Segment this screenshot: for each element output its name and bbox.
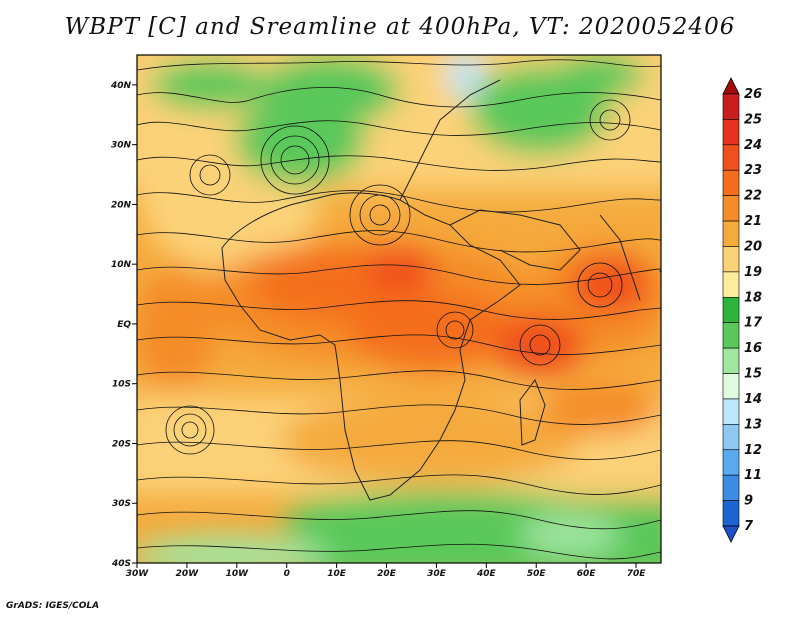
colorbar-label: 18 <box>744 290 762 305</box>
colorbar-bottom-triangle <box>722 525 740 543</box>
wbpt-shading <box>137 55 661 563</box>
lat-label: EQ <box>117 320 131 330</box>
map-title: WBPT [C] and Sreamline at 400hPa, VT: 20… <box>64 14 736 40</box>
lat-label: 10S <box>112 380 131 390</box>
lon-label: 0 <box>284 569 290 579</box>
colorbar-label: 26 <box>744 87 762 102</box>
colorbar-label: 23 <box>744 163 762 178</box>
longitude-labels: 30W 20W 10W 0 10E 20E 30E 40E 50E 60E 70E <box>126 563 646 579</box>
colorbar-label: 17 <box>744 316 763 331</box>
lat-label: 20N <box>111 200 132 210</box>
lon-label: 60E <box>577 569 597 579</box>
colorbar-label: 20 <box>744 239 762 254</box>
colorbar-label: 22 <box>744 189 762 204</box>
colorbar-label: 16 <box>744 341 762 356</box>
lon-label: 10W <box>226 569 250 579</box>
lon-label: 70E <box>627 569 647 579</box>
lat-label: 30N <box>111 141 132 151</box>
colorbar-box <box>722 474 740 501</box>
colorbar-label: 7 <box>744 519 754 534</box>
mediterranean-outline <box>399 79 501 201</box>
colorbar-label: 25 <box>744 112 762 127</box>
arabia-outline <box>449 209 581 271</box>
lon-label: 30W <box>126 569 150 579</box>
lon-label: 20W <box>176 569 200 579</box>
colorbar-label: 13 <box>744 417 762 432</box>
colorbar-label: 21 <box>744 214 762 229</box>
streamlines <box>137 59 661 560</box>
lon-label: 10E <box>327 569 347 579</box>
colorbar-box <box>722 347 740 374</box>
colorbar-label: 24 <box>744 138 762 153</box>
lon-label: 20E <box>377 569 397 579</box>
colorbar-box <box>722 93 740 120</box>
colorbar-box <box>722 322 740 349</box>
colorbar-label: 12 <box>744 443 762 458</box>
colorbar-box <box>722 398 740 425</box>
colorbar-box <box>722 195 740 222</box>
colorbar-label: 15 <box>744 367 762 382</box>
colorbar-box <box>722 246 740 273</box>
madagascar-outline <box>519 378 546 446</box>
colorbar-box <box>722 271 740 298</box>
colorbar-label: 19 <box>744 265 762 280</box>
colorbar-top-triangle <box>722 77 740 95</box>
colorbar-box <box>722 296 740 324</box>
colorbar-box <box>722 373 740 400</box>
plot-frame <box>136 54 662 564</box>
colorbar-box <box>722 119 740 146</box>
colorbar-box <box>722 500 740 527</box>
colorbar-label: 9 <box>744 494 753 509</box>
lat-label: 30S <box>112 499 131 509</box>
lat-label: 10N <box>111 260 132 270</box>
lat-label: 40S <box>111 559 131 569</box>
lon-label: 30E <box>427 569 447 579</box>
colorbar-labels: 26 25 24 23 22 21 20 19 18 17 16 15 14 13 12 11 9 7 <box>744 87 763 534</box>
colorbar <box>722 77 740 543</box>
india-outline <box>599 214 641 301</box>
latitude-labels: 40N 30N 20N 10N EQ 10S 20S 30S 40S <box>110 81 137 569</box>
coastlines <box>221 79 641 501</box>
colorbar-box <box>722 144 740 171</box>
colorbar-box <box>722 449 740 476</box>
lon-label: 40E <box>476 569 497 579</box>
colorbar-box <box>722 169 740 196</box>
colorbar-label: 14 <box>744 392 762 407</box>
colorbar-box <box>722 220 740 247</box>
colorbar-box <box>722 424 740 451</box>
lat-label: 20S <box>112 439 131 449</box>
lon-label: 50E <box>527 569 547 579</box>
grads-credit: GrADS: IGES/COLA <box>6 601 100 611</box>
lat-label: 40N <box>110 81 132 91</box>
colorbar-label: 11 <box>744 468 762 483</box>
